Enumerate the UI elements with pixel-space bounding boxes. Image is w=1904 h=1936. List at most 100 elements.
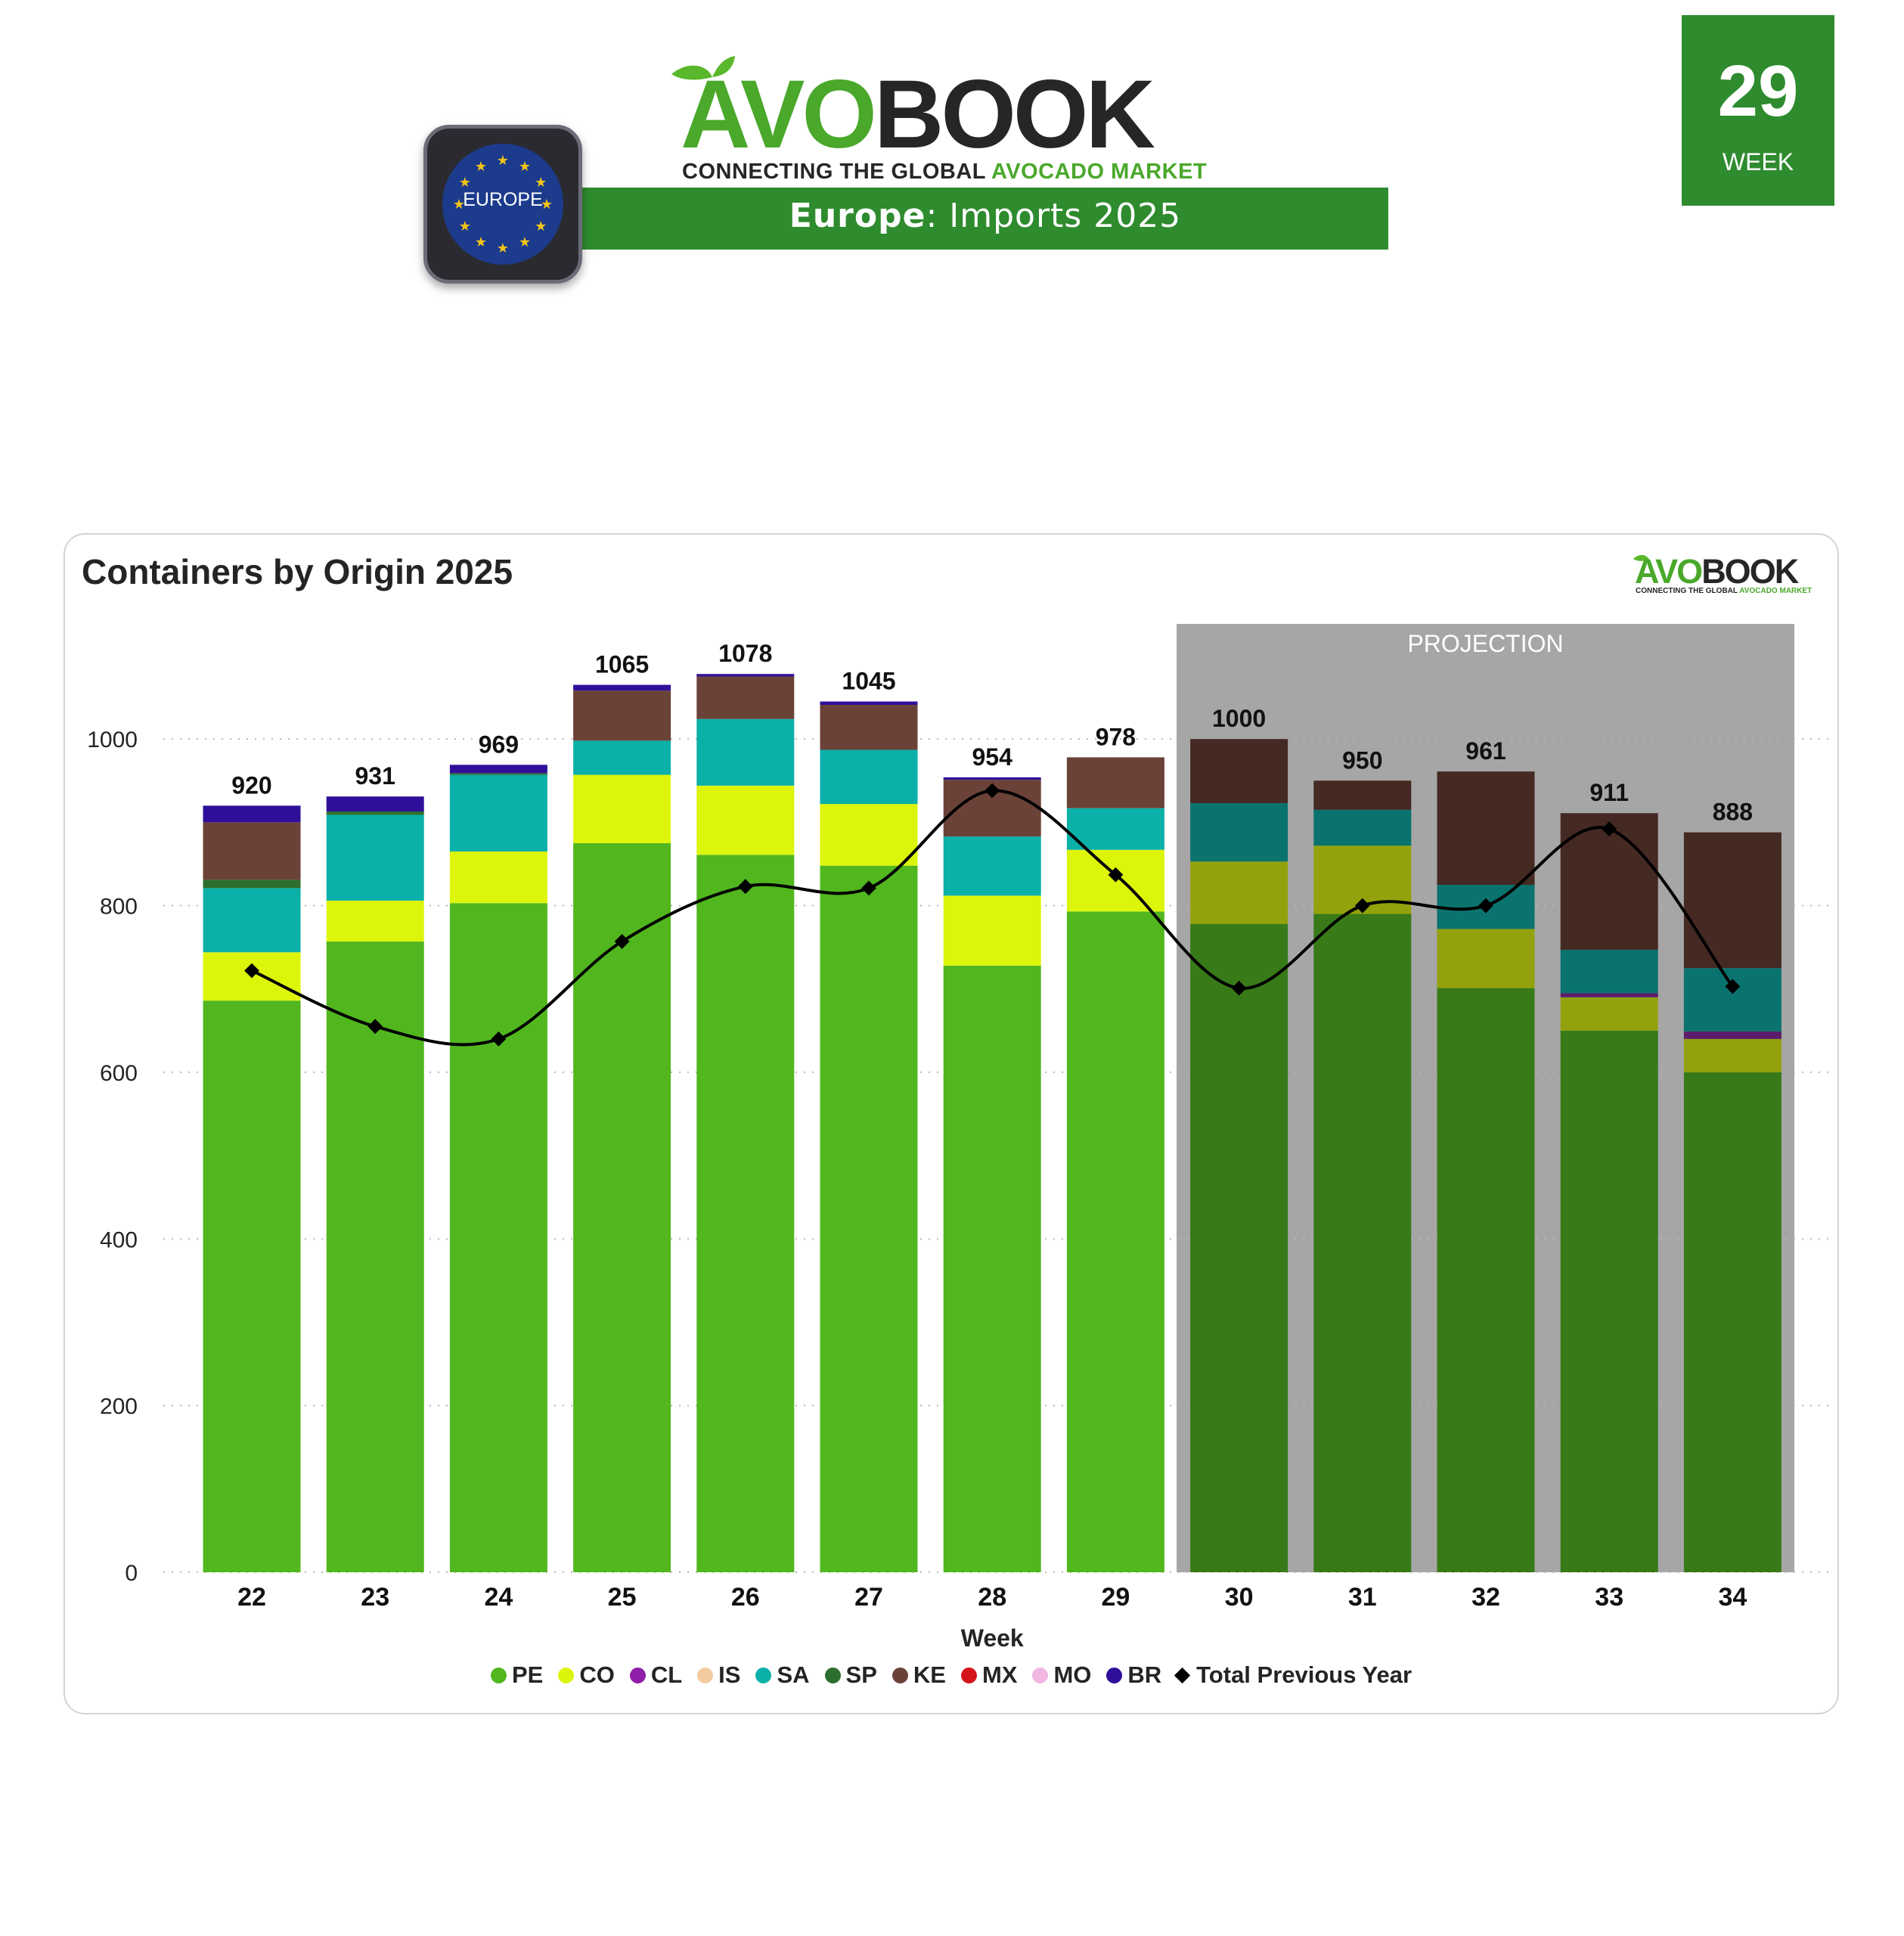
bar-total-label: 969 <box>479 731 519 758</box>
brand-prefix: AVO <box>681 60 874 169</box>
bar-segment-cl <box>1683 1031 1782 1039</box>
chart-legend: PE CO CL IS SA SP KE MX MO BR Total Previous Year <box>65 1661 1837 1689</box>
legend-label: PE <box>511 1661 544 1688</box>
legend-item-mx[interactable]: MX <box>960 1661 1017 1689</box>
svg-text:CONNECTING THE GLOBAL AVOCADO: CONNECTING THE GLOBAL AVOCADO MARKET <box>1636 587 1812 595</box>
projection-label: PROJECTION <box>1407 630 1563 657</box>
title-rest: : Imports 2025 <box>926 197 1182 235</box>
bar-segment-sa <box>1560 949 1658 994</box>
x-tick-label: 24 <box>484 1583 513 1612</box>
page-title: Europe: Imports 2025 <box>582 197 1388 235</box>
avobook-header-logo: AVOBOOK CONNECTING THE GLOBAL AVOCADO MA… <box>671 56 1207 184</box>
y-tick-label: 800 <box>100 895 138 920</box>
y-tick-label: 600 <box>100 1061 138 1086</box>
tagline-prefix: CONNECTING THE GLOBAL <box>1636 587 1739 595</box>
bar-segment-sa <box>203 888 301 953</box>
previous-year-marker <box>985 783 1000 799</box>
eu-star-icon: ★ <box>519 159 531 175</box>
bar-total-label: 920 <box>231 771 271 799</box>
x-tick-label: 27 <box>854 1583 883 1612</box>
eu-star-icon: ★ <box>541 197 553 213</box>
bar-segment-sa <box>1066 808 1164 850</box>
bar-total-label: 1045 <box>842 668 895 695</box>
bar-segment-pe <box>696 855 795 1572</box>
legend-diamond-icon <box>1174 1667 1191 1683</box>
bar-segment-ke <box>820 705 918 750</box>
bar-segment-br <box>203 805 301 823</box>
leaf-icon <box>1633 554 1649 561</box>
eu-flag-icon: ★ ★ ★ ★ ★ ★ ★ ★ ★ ★ ★ ★ EUROPE <box>442 144 563 265</box>
bar-segment-co <box>943 895 1041 966</box>
bar-segment-br <box>449 765 547 774</box>
bar-segment-ke <box>696 676 795 719</box>
bar-total-label: 961 <box>1465 737 1506 765</box>
previous-year-marker <box>244 963 259 979</box>
bar-segment-pe <box>1683 1072 1782 1572</box>
eu-star-icon: ★ <box>475 234 487 250</box>
week-label: WEEK <box>1722 148 1794 175</box>
bar-segment-co <box>1560 997 1658 1031</box>
legend-item-ke[interactable]: KE <box>892 1661 946 1689</box>
svg-text:CONNECTING THE GLOBAL AVOCADO: CONNECTING THE GLOBAL AVOCADO MARKET <box>682 160 1207 184</box>
bar-segment-co <box>820 804 918 866</box>
legend-dot-icon <box>960 1667 977 1683</box>
x-axis-title: Week <box>961 1624 1024 1652</box>
brand-suffix: BOOK <box>1701 552 1800 591</box>
legend-item-mo[interactable]: MO <box>1032 1661 1091 1689</box>
eu-star-icon: ★ <box>459 219 471 234</box>
previous-year-marker <box>367 1019 383 1035</box>
x-tick-label: 34 <box>1718 1583 1747 1612</box>
week-indicator: 29 WEEK <box>1682 15 1834 206</box>
legend-item-is[interactable]: IS <box>697 1661 740 1689</box>
bar-segment-sa <box>696 718 795 786</box>
legend-dot-icon <box>629 1667 646 1683</box>
legend-item-sa[interactable]: SA <box>755 1661 810 1689</box>
tagline-prefix: CONNECTING THE GLOBAL <box>682 160 991 184</box>
bar-segment-sa <box>943 836 1041 896</box>
legend-item-br[interactable]: BR <box>1106 1661 1161 1689</box>
bar-segment-sa <box>449 774 547 852</box>
bar-segment-ke <box>1683 832 1782 969</box>
bar-total-label: 954 <box>972 743 1013 771</box>
bar-segment-br <box>820 701 918 706</box>
legend-dot-icon <box>1106 1667 1123 1683</box>
previous-year-marker <box>614 934 630 949</box>
legend-item-sp[interactable]: SP <box>824 1661 877 1689</box>
bar-total-label: 888 <box>1713 799 1753 826</box>
legend-item-cl[interactable]: CL <box>629 1661 682 1689</box>
x-tick-label: 29 <box>1101 1583 1130 1612</box>
bar-segment-pe <box>326 941 424 1572</box>
stacked-bar-chart: PROJECTION 0 200 400 600 800 1000 920 22 931 23 9… <box>87 624 1834 1652</box>
bar-segment-sa <box>326 814 424 901</box>
x-tick-label: 28 <box>978 1583 1006 1612</box>
legend-item-total-previous-year[interactable]: Total Previous Year <box>1174 1661 1412 1689</box>
europe-badge: ★ ★ ★ ★ ★ ★ ★ ★ ★ ★ ★ ★ EUROPE <box>423 125 582 284</box>
legend-dot-icon <box>558 1667 575 1683</box>
bar-segment-pe <box>820 865 918 1572</box>
leaf-icon <box>671 56 735 80</box>
legend-label: SP <box>845 1661 877 1688</box>
tagline-highlight: AVOCADO MARKET <box>1739 587 1812 595</box>
legend-label: BR <box>1127 1661 1162 1688</box>
europe-badge-label: EUROPE <box>463 189 543 210</box>
bar-segment-pe <box>1437 988 1535 1572</box>
x-tick-label: 26 <box>731 1583 760 1612</box>
bar-segment-co <box>326 900 424 942</box>
bar-segment-sp <box>326 811 424 815</box>
legend-item-co[interactable]: CO <box>558 1661 615 1689</box>
bar-total-label: 978 <box>1096 723 1136 750</box>
previous-year-marker <box>1108 867 1124 883</box>
legend-item-pe[interactable]: PE <box>490 1661 544 1689</box>
legend-label: SA <box>777 1661 810 1688</box>
bar-segment-cl <box>1560 993 1658 997</box>
eu-star-icon: ★ <box>475 159 487 175</box>
x-tick-label: 30 <box>1225 1583 1254 1612</box>
bar-segment-sp <box>449 773 547 775</box>
bar-segment-ke <box>1313 780 1412 810</box>
y-tick-label: 1000 <box>87 728 138 752</box>
svg-text:AVOBOOK: AVOBOOK <box>681 60 1155 169</box>
bar-segment-pe <box>449 903 547 1572</box>
bar-segment-sp <box>203 880 301 889</box>
bar-segment-co <box>1190 861 1288 924</box>
bar-total-label: 950 <box>1342 746 1382 774</box>
